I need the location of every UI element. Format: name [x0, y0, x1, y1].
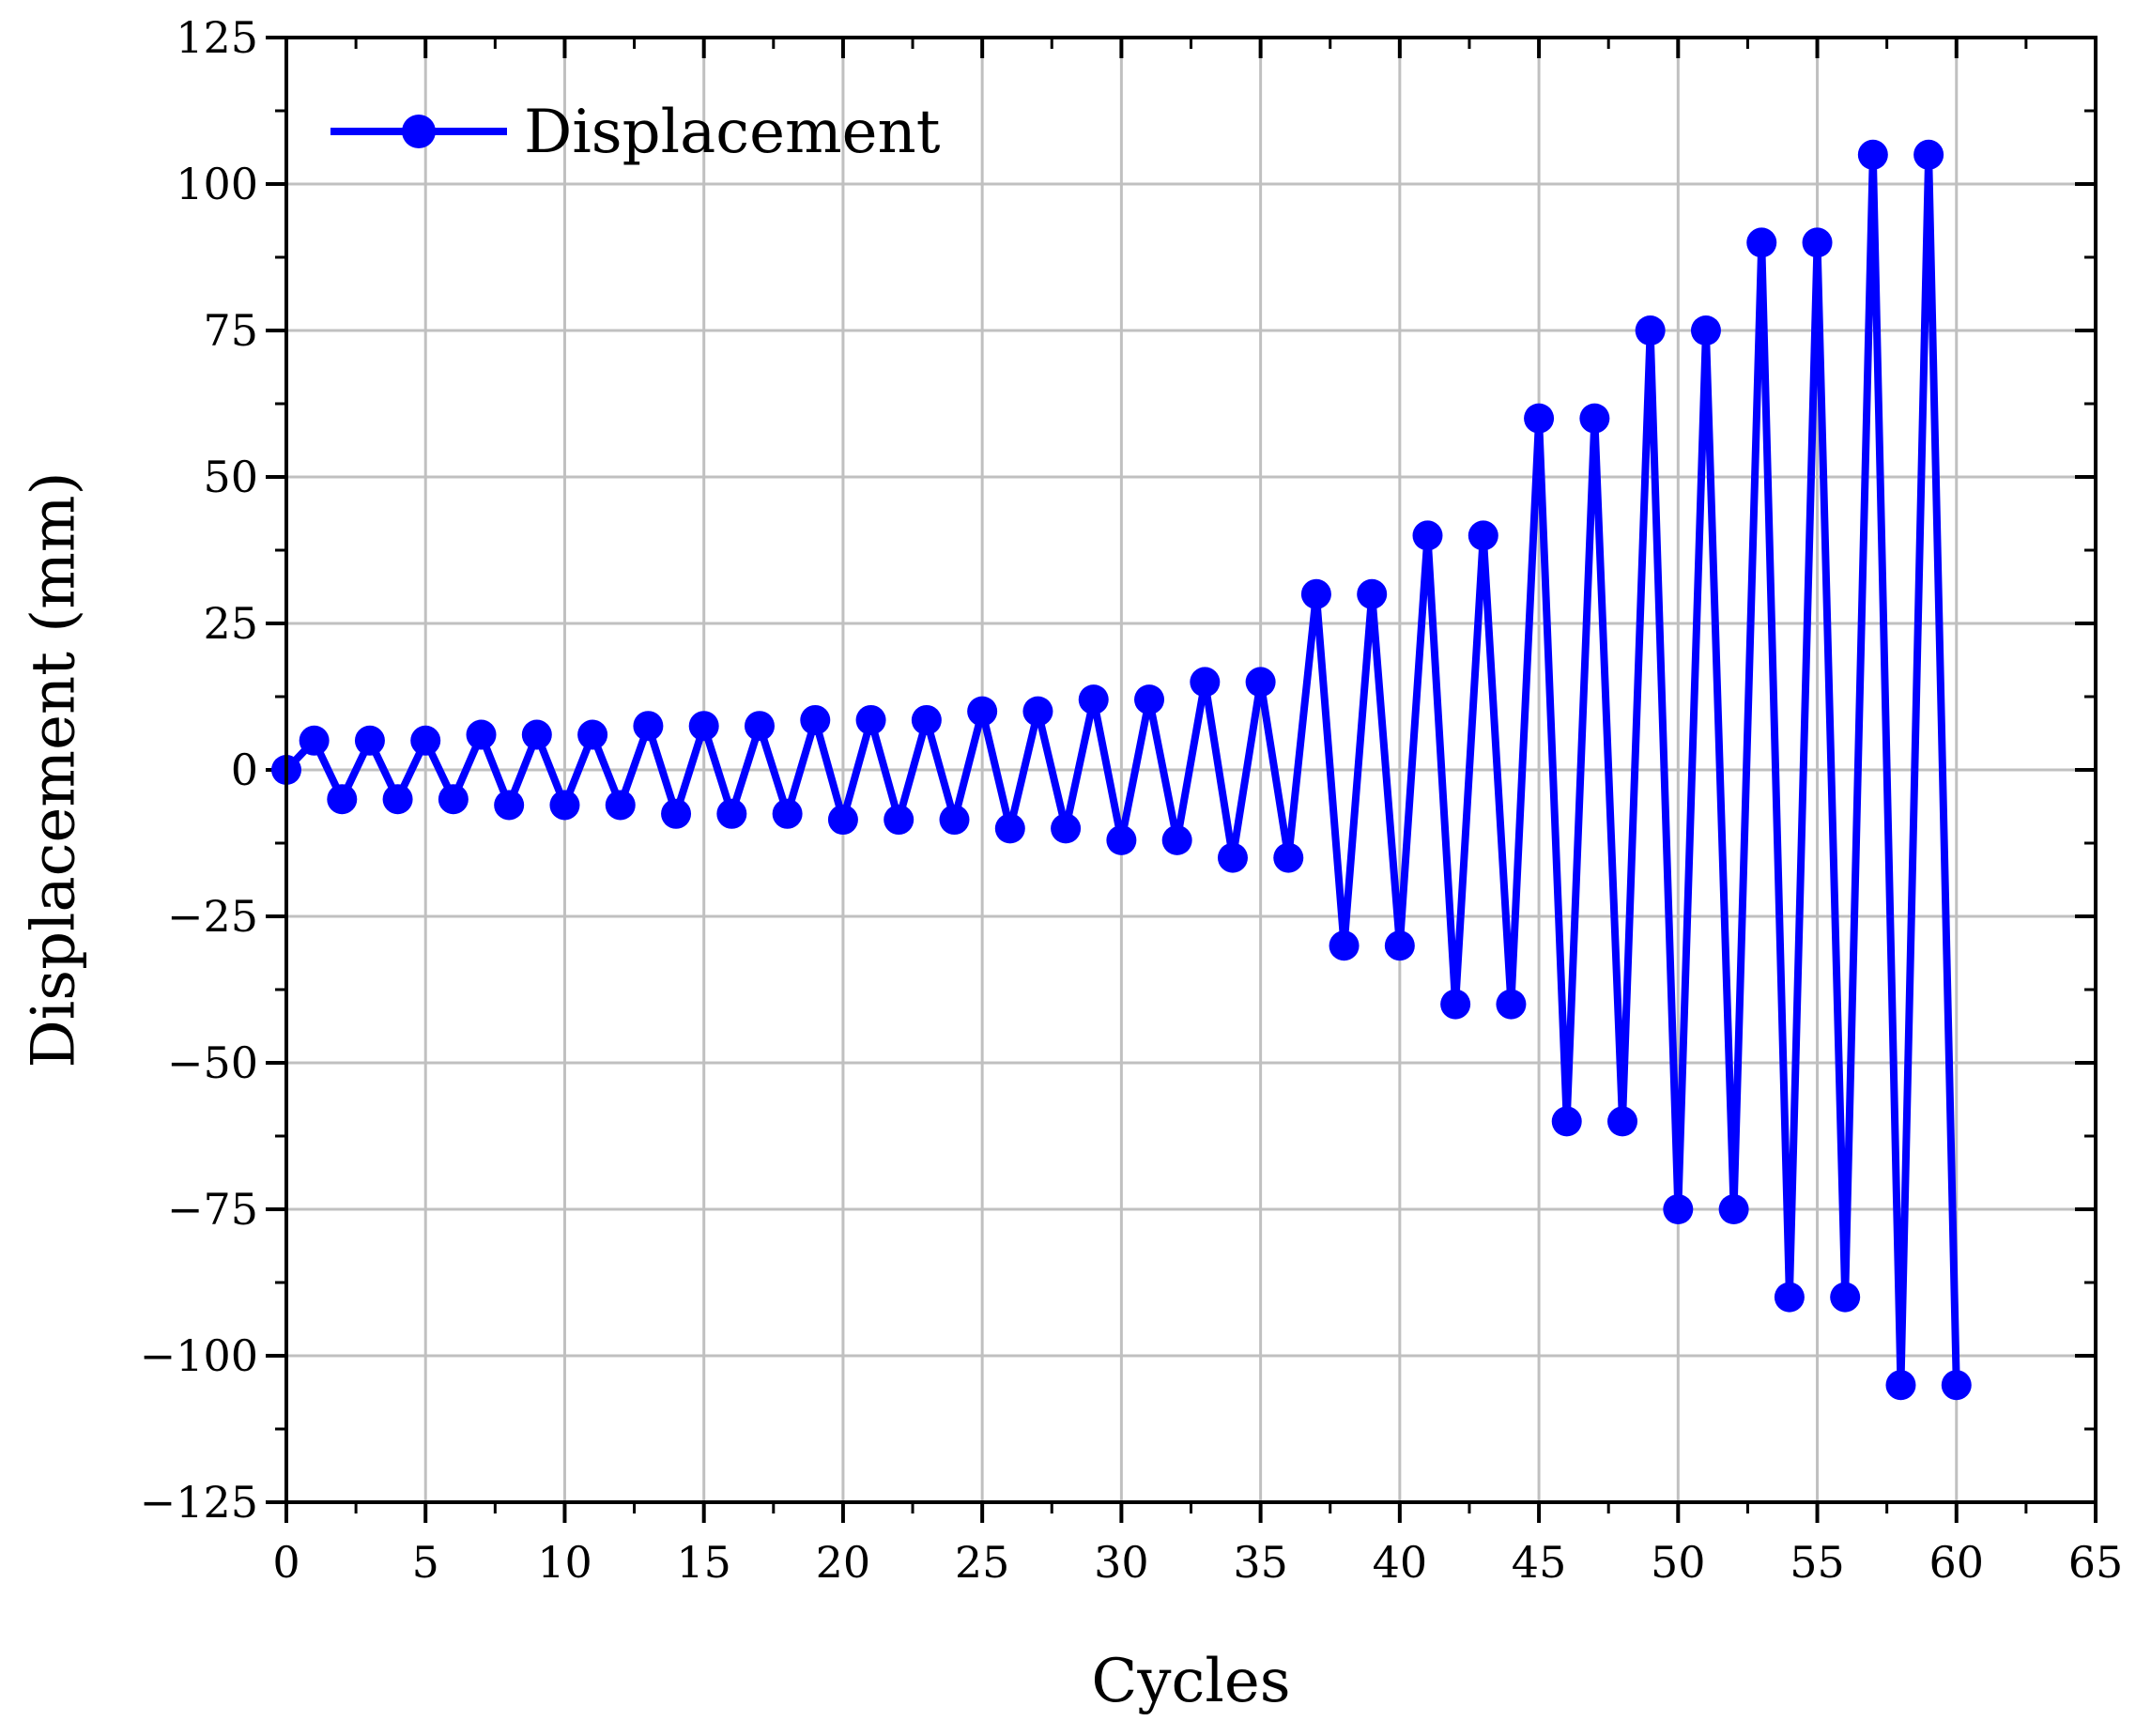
data-point	[1468, 520, 1498, 551]
data-point	[661, 798, 692, 829]
y-tick-label: 75	[203, 305, 258, 356]
data-point	[382, 784, 413, 815]
y-tick-label: −50	[167, 1037, 258, 1088]
data-point	[1607, 1106, 1638, 1137]
x-tick-label: 10	[537, 1537, 592, 1588]
y-axis-title: Displacement (mm)	[20, 471, 89, 1068]
x-tick-label: 0	[272, 1537, 300, 1588]
data-point	[884, 805, 914, 836]
data-point	[1496, 989, 1527, 1020]
data-point	[1078, 684, 1109, 715]
data-point	[521, 719, 552, 750]
data-point	[1885, 1370, 1916, 1401]
x-tick-label: 40	[1373, 1537, 1428, 1588]
data-point	[1134, 684, 1165, 715]
x-tick-label: 65	[2068, 1537, 2124, 1588]
data-point	[1830, 1282, 1861, 1313]
data-point	[1802, 227, 1833, 258]
x-tick-label: 15	[676, 1537, 731, 1588]
y-tick-label: −100	[140, 1330, 258, 1381]
x-axis-title: Cycles	[1091, 1647, 1290, 1716]
data-point	[466, 719, 497, 750]
data-point	[1663, 1194, 1694, 1224]
legend-marker-swatch	[402, 115, 436, 148]
data-point	[1161, 824, 1192, 855]
data-point	[800, 704, 831, 735]
data-point	[939, 805, 970, 836]
x-tick-labels: 0 5 10 15 20 25 30 35 40 45 50 55 60 65	[272, 1537, 2123, 1588]
data-point	[299, 725, 330, 756]
y-tick-label: 0	[231, 745, 258, 795]
x-tick-label: 25	[955, 1537, 1010, 1588]
legend: Displacement	[330, 98, 941, 167]
data-point	[1273, 842, 1304, 873]
data-point	[1579, 403, 1610, 434]
data-point	[1051, 813, 1082, 844]
data-point	[1941, 1370, 1972, 1401]
plot-frame	[284, 36, 2098, 1504]
x-tick-label: 60	[1929, 1537, 1984, 1588]
data-point	[744, 711, 775, 742]
data-point	[1022, 696, 1053, 727]
x-tick-label: 35	[1233, 1537, 1288, 1588]
data-point	[855, 704, 886, 735]
x-tick-label: 20	[816, 1537, 871, 1588]
data-point	[354, 725, 385, 756]
data-point	[1774, 1282, 1805, 1313]
data-point	[1690, 315, 1721, 346]
data-point	[911, 704, 942, 735]
y-tick-label: 125	[176, 12, 258, 63]
y-tick-label: 100	[176, 159, 258, 209]
x-tick-label: 45	[1512, 1537, 1567, 1588]
data-point	[1746, 227, 1777, 258]
data-point	[549, 790, 580, 821]
data-point	[994, 813, 1025, 844]
y-tick-label: 50	[203, 452, 258, 502]
data-point	[1106, 824, 1137, 855]
x-tick-label: 5	[412, 1537, 439, 1588]
y-tick-labels: −125 −100 −75 −50 −25 0 25 50 75 100 125	[140, 12, 258, 1528]
y-tick-label: −25	[167, 891, 258, 942]
data-point	[327, 784, 358, 815]
y-tick-label: 25	[203, 598, 258, 649]
data-point	[438, 784, 469, 815]
data-point	[1357, 578, 1388, 609]
data-point	[1718, 1194, 1749, 1224]
data-point	[688, 711, 719, 742]
data-point	[772, 798, 803, 829]
data-point	[605, 790, 636, 821]
data-point	[1913, 139, 1944, 170]
y-tick-label: −125	[140, 1477, 258, 1528]
data-point	[577, 719, 608, 750]
data-point	[633, 711, 664, 742]
data-point	[1635, 315, 1666, 346]
data-point	[716, 798, 747, 829]
data-point	[1412, 520, 1443, 551]
x-tick-label: 50	[1651, 1537, 1706, 1588]
data-point	[827, 805, 858, 836]
data-point	[1217, 842, 1248, 873]
data-point	[1300, 578, 1331, 609]
series-displacement	[271, 139, 1972, 1401]
data-point	[1384, 930, 1415, 961]
data-point	[1329, 930, 1360, 961]
data-point	[1440, 989, 1471, 1020]
data-point	[494, 790, 525, 821]
data-point	[410, 725, 441, 756]
legend-label: Displacement	[524, 98, 941, 167]
data-point	[1551, 1106, 1582, 1137]
x-tick-label: 30	[1094, 1537, 1149, 1588]
data-point	[1857, 139, 1888, 170]
x-tick-label: 55	[1790, 1537, 1845, 1588]
y-tick-label: −75	[167, 1184, 258, 1235]
data-point	[1245, 667, 1276, 698]
data-point	[967, 696, 998, 727]
data-point	[1190, 667, 1221, 698]
data-point	[1524, 403, 1555, 434]
